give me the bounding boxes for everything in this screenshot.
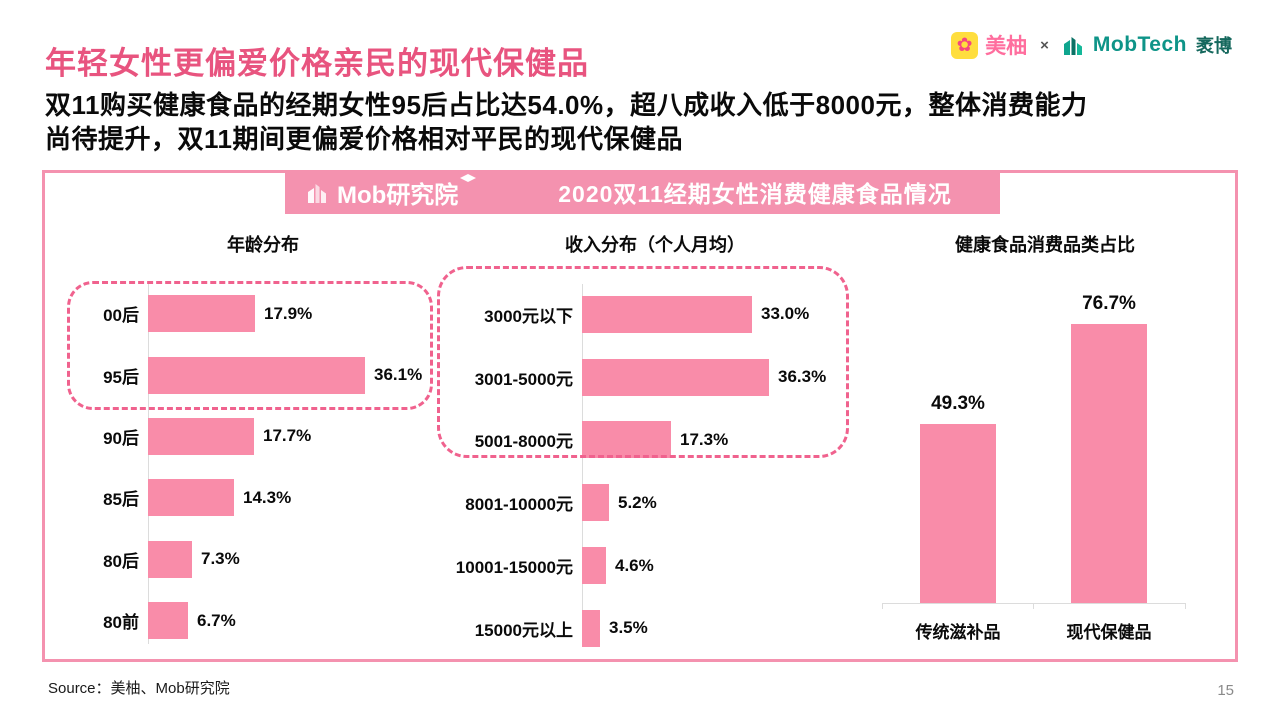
page-number: 15: [1217, 682, 1234, 699]
source-note: Source：美柚、Mob研究院: [48, 680, 230, 697]
income-distribution-chart: 3000元以下 33.0% 3001-5000元 36.3% 5001-8000元 17.…: [440, 283, 826, 660]
header-logos: ✿ 美柚 × MobTech 袤博: [951, 30, 1232, 60]
age-distribution-chart: 00后 17.9% 95后 36.1% 90后 17.7% 85后 14.3% 80后 7.3% 8…: [88, 283, 422, 651]
value-label: 17.3%: [680, 429, 729, 449]
category-label: 现代保健品: [1066, 623, 1152, 642]
category-label: 3001-5000元: [474, 369, 573, 389]
axis-tick: [1033, 603, 1034, 609]
age-highlight-box: [67, 281, 433, 410]
bar: [920, 424, 996, 603]
value-label: 33.0%: [761, 304, 810, 324]
mobtech-logo-suffix: 袤博: [1196, 36, 1232, 56]
mobtech-logo-text: MobTech: [1092, 33, 1187, 56]
income-highlight-box: [437, 266, 849, 458]
bar: [1071, 324, 1147, 603]
category-label: 95后: [103, 367, 139, 387]
panel-banner: Mob研究院 2020双11经期女性消费健康食品情况: [285, 170, 1000, 214]
value-label: 6.7%: [197, 610, 236, 630]
bar: [582, 484, 609, 522]
value-label: 49.3%: [931, 393, 985, 414]
graduation-cap-icon: [460, 171, 477, 189]
bar-row: 80后 7.3%: [88, 529, 422, 590]
axis-tick: [882, 603, 883, 609]
mob-institute-logo: Mob研究院: [285, 174, 510, 210]
value-label: 76.7%: [1082, 293, 1136, 314]
bar-row: 95后 36.1%: [88, 344, 422, 405]
bar: [148, 479, 234, 517]
meiyou-logo-text: 美柚: [985, 35, 1028, 58]
bar-row: 00后 17.9%: [88, 283, 422, 344]
mob-institute-wordmark: Mob研究院: [337, 181, 459, 209]
bar-row: 10001-15000元 4.6%: [440, 534, 826, 597]
page-title: 年轻女性更偏爱价格亲民的现代保健品: [45, 46, 589, 81]
age-chart-title: 年龄分布: [227, 235, 299, 255]
category-label: 00后: [103, 306, 139, 326]
page-subtitle: 双11购买健康食品的经期女性95后占比达54.0%，超八成收入低于8000元，整…: [45, 88, 1087, 156]
value-label: 14.3%: [243, 487, 292, 507]
category-label: 3000元以下: [484, 306, 573, 326]
bar: [148, 417, 254, 455]
bar-row: 3000元以下 33.0%: [440, 283, 826, 346]
bar: [148, 295, 255, 333]
category-label: 15000元以上: [474, 620, 573, 640]
bar: [582, 295, 752, 333]
mobtech-building-icon: [1062, 34, 1086, 56]
banner-title: 2020双11经期女性消费健康食品情况: [558, 181, 952, 207]
bar-row: 85后 14.3%: [88, 467, 422, 528]
bar: [148, 540, 192, 578]
category-label: 传统滋补品: [915, 623, 1001, 642]
value-label: 5.2%: [618, 492, 657, 512]
age-chart-axis: [148, 284, 149, 644]
category-chart-title: 健康食品消费品类占比: [955, 235, 1135, 255]
bar: [148, 356, 365, 394]
category-label: 8001-10000元: [465, 495, 573, 515]
value-label: 36.3%: [778, 367, 827, 387]
page-subtitle-line1: 双11购买健康食品的经期女性95后占比达54.0%，超八成收入低于8000元，整…: [45, 90, 1088, 120]
value-label: 3.5%: [609, 618, 648, 638]
axis-tick: [1185, 603, 1186, 609]
value-label: 4.6%: [615, 555, 654, 575]
income-chart-axis: [582, 284, 583, 646]
bar: [148, 602, 188, 640]
bar: [582, 547, 606, 585]
page-subtitle-line2: 尚待提升，双11期间更偏爱价格相对平民的现代保健品: [45, 124, 683, 154]
category-label: 85后: [103, 490, 139, 510]
category-chart-baseline: [882, 603, 1186, 604]
value-label: 7.3%: [201, 549, 240, 569]
bar: [582, 609, 600, 647]
category-label: 5001-8000元: [474, 432, 573, 452]
bar: [582, 358, 769, 396]
bar-row: 3001-5000元 36.3%: [440, 346, 826, 409]
category-label: 10001-15000元: [455, 558, 573, 578]
logo-separator: ×: [1040, 36, 1049, 54]
bar-row: 5001-8000元 17.3%: [440, 409, 826, 472]
value-label: 17.7%: [263, 426, 312, 446]
bar-row: 8001-10000元 5.2%: [440, 471, 826, 534]
bar: [582, 421, 671, 459]
income-chart-title: 收入分布（个人月均）: [565, 235, 745, 255]
category-label: 80后: [103, 551, 139, 571]
category-label: 90后: [103, 428, 139, 448]
value-label: 36.1%: [374, 365, 423, 385]
bar-row: 80前 6.7%: [88, 590, 422, 651]
value-label: 17.9%: [264, 303, 313, 323]
bar-row: 15000元以上 3.5%: [440, 597, 826, 660]
chart-panel: [42, 170, 1238, 662]
bar-row: 90后 17.7%: [88, 406, 422, 467]
category-label: 80前: [103, 613, 139, 633]
mob-building-icon: [305, 179, 331, 205]
meiyou-flower-icon: ✿: [951, 31, 979, 59]
